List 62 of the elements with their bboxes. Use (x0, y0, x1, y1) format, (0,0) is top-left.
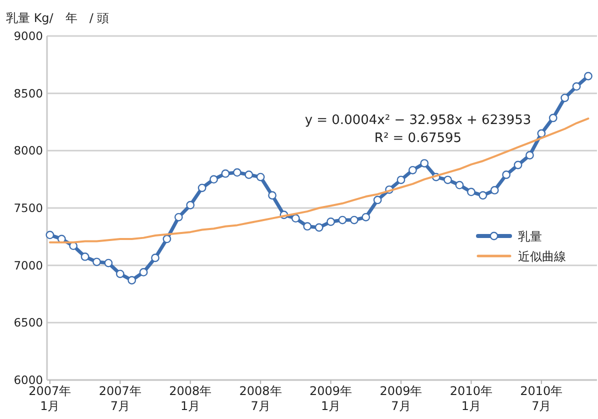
y-tick-label: 7000 (14, 258, 43, 272)
point (467, 188, 476, 196)
y-tick-label: 8000 (14, 144, 43, 158)
point (128, 276, 136, 284)
point (291, 214, 300, 223)
point (373, 196, 382, 204)
point (326, 218, 335, 226)
point (362, 212, 370, 222)
y-tick-label: 9000 (14, 29, 43, 43)
point (80, 252, 90, 261)
y-axis-title: 乳量 Kg/ 年 / 頭 (6, 11, 110, 25)
point (560, 94, 570, 102)
point (268, 191, 276, 200)
y-tick-label: 6000 (14, 373, 43, 387)
annotation: y = 0.0004x² − 32.958x + 623953 (304, 113, 532, 128)
point (338, 216, 347, 224)
point (303, 222, 312, 231)
annotation: R² = 0.67595 (374, 131, 462, 146)
point (221, 169, 230, 178)
point (396, 176, 406, 184)
point (151, 254, 160, 262)
point (198, 184, 206, 192)
x-tick-label: 2009年 7月 (380, 384, 422, 413)
x-tick-label: 2008年 7月 (239, 384, 282, 413)
point (455, 180, 464, 190)
point (162, 234, 172, 244)
point (514, 160, 522, 170)
point (186, 200, 195, 210)
point (256, 172, 265, 182)
y-tick-label: 6500 (14, 316, 43, 330)
point (350, 216, 358, 224)
y-tick-label: 8500 (14, 86, 43, 100)
x-tick-label: 2007年 1月 (28, 384, 72, 413)
point (526, 151, 534, 160)
point (46, 230, 54, 240)
x-tick-label: 2010年 1月 (450, 384, 492, 413)
point (244, 170, 254, 179)
x-tick-label: 2007年 7月 (98, 384, 142, 413)
legend-label: 乳量 (518, 230, 542, 244)
point (584, 72, 592, 80)
point (444, 176, 452, 184)
point (502, 170, 511, 179)
point (116, 270, 124, 278)
x-tick-label: 2008年 1月 (169, 384, 212, 413)
point (408, 166, 417, 174)
point (92, 258, 101, 266)
point (537, 129, 546, 138)
point (478, 191, 488, 200)
point (548, 114, 558, 122)
point (104, 258, 113, 268)
point (420, 159, 429, 168)
point (314, 223, 324, 232)
point (232, 168, 242, 177)
x-tick-label: 2009年 1月 (310, 384, 352, 413)
point (174, 212, 183, 222)
point (139, 268, 148, 276)
point (490, 186, 499, 194)
legend-label: 近似曲線 (518, 250, 566, 264)
y-tick-label: 7500 (14, 201, 43, 215)
point (210, 175, 218, 184)
x-tick-label: 2010年 7月 (520, 384, 563, 413)
point (572, 82, 581, 91)
